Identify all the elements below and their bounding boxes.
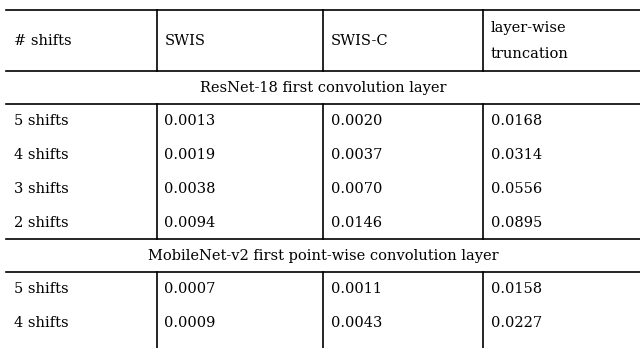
Text: 4 shifts: 4 shifts: [14, 148, 68, 162]
Text: 0.0038: 0.0038: [164, 182, 216, 196]
Text: 0.0314: 0.0314: [491, 148, 542, 162]
Text: # shifts: # shifts: [14, 34, 72, 48]
Text: 2 shifts: 2 shifts: [14, 215, 68, 230]
Text: 0.0037: 0.0037: [331, 148, 382, 162]
Text: 0.0094: 0.0094: [164, 215, 216, 230]
Text: 0.0146: 0.0146: [331, 215, 382, 230]
Text: SWIS-C: SWIS-C: [331, 34, 388, 48]
Text: 0.0019: 0.0019: [164, 148, 216, 162]
Text: 0.0895: 0.0895: [491, 215, 542, 230]
Text: 0.0011: 0.0011: [331, 282, 382, 296]
Text: SWIS: SWIS: [164, 34, 205, 48]
Text: ResNet-18 first convolution layer: ResNet-18 first convolution layer: [200, 81, 447, 95]
Text: layer-wise: layer-wise: [491, 21, 566, 35]
Text: 0.0007: 0.0007: [164, 282, 216, 296]
Text: 0.0013: 0.0013: [164, 114, 216, 128]
Text: truncation: truncation: [491, 47, 569, 61]
Text: 0.0168: 0.0168: [491, 114, 542, 128]
Text: 0.0043: 0.0043: [331, 316, 382, 330]
Text: 0.0158: 0.0158: [491, 282, 542, 296]
Text: 0.0227: 0.0227: [491, 316, 542, 330]
Text: 0.0020: 0.0020: [331, 114, 382, 128]
Text: 0.0556: 0.0556: [491, 182, 542, 196]
Text: MobileNet-v2 first point-wise convolution layer: MobileNet-v2 first point-wise convolutio…: [148, 249, 499, 263]
Text: 0.0070: 0.0070: [331, 182, 382, 196]
Text: 3 shifts: 3 shifts: [14, 182, 69, 196]
Text: 5 shifts: 5 shifts: [14, 114, 68, 128]
Text: 4 shifts: 4 shifts: [14, 316, 68, 330]
Text: 5 shifts: 5 shifts: [14, 282, 68, 296]
Text: 0.0009: 0.0009: [164, 316, 216, 330]
